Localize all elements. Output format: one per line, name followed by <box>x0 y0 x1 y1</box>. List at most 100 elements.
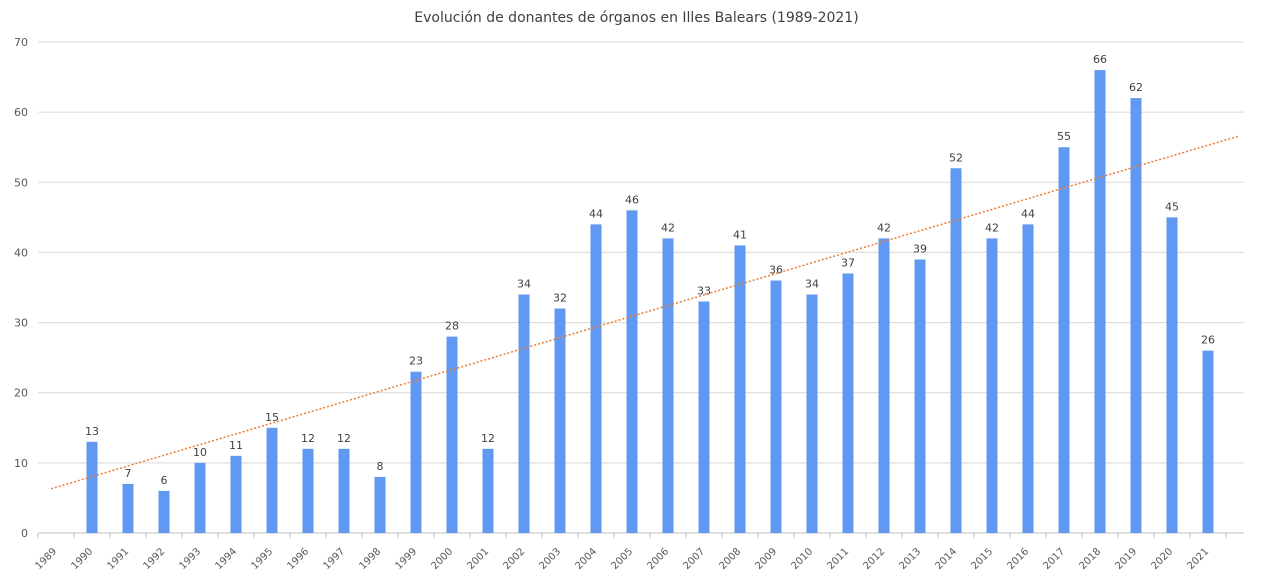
x-tick-label: 1992 <box>142 546 168 572</box>
x-tick-label: 2010 <box>790 546 816 572</box>
x-tick-label: 1999 <box>394 546 420 572</box>
data-label: 42 <box>985 221 999 234</box>
bar <box>662 238 674 533</box>
bar <box>554 308 566 533</box>
x-tick-label: 2015 <box>970 546 996 572</box>
y-tick-label: 50 <box>14 176 28 189</box>
x-tick-label: 2001 <box>466 546 492 572</box>
data-label: 55 <box>1057 130 1071 143</box>
bar <box>734 245 746 533</box>
bar <box>230 455 242 533</box>
x-tick-label: 2014 <box>934 546 960 572</box>
data-label: 8 <box>377 460 384 473</box>
data-label: 12 <box>337 432 351 445</box>
x-tick-label: 2009 <box>754 546 780 572</box>
bar <box>950 168 962 533</box>
x-tick-label: 1989 <box>34 546 60 572</box>
x-tick-label: 1997 <box>322 546 348 572</box>
bar <box>1202 350 1214 533</box>
data-label: 39 <box>913 242 927 255</box>
data-label: 11 <box>229 439 243 452</box>
data-label: 23 <box>409 355 423 368</box>
x-tick-label: 2005 <box>610 546 636 572</box>
bar <box>1094 70 1106 534</box>
bar <box>842 273 854 533</box>
bar <box>806 294 818 533</box>
bar <box>878 238 890 533</box>
bar <box>518 294 530 533</box>
data-label: 45 <box>1165 200 1179 213</box>
bar <box>122 483 134 533</box>
x-tick-label: 2006 <box>646 546 672 572</box>
bar <box>302 448 314 533</box>
y-tick-label: 40 <box>14 246 28 259</box>
data-label: 37 <box>841 256 855 269</box>
x-tick-label: 2003 <box>538 546 564 572</box>
x-tick-label: 1994 <box>214 546 240 572</box>
x-tick-label: 1990 <box>70 546 96 572</box>
data-label: 32 <box>553 292 567 305</box>
x-tick-label: 2012 <box>862 546 888 572</box>
x-tick-label: 2021 <box>1186 546 1212 572</box>
x-tick-label: 2000 <box>430 546 456 572</box>
data-label: 34 <box>517 278 531 291</box>
x-tick-label: 1996 <box>286 546 312 572</box>
bar <box>158 490 170 533</box>
x-tick-label: 2007 <box>682 546 708 572</box>
data-label: 13 <box>85 425 99 438</box>
data-label: 44 <box>589 207 603 220</box>
x-tick-label: 2011 <box>826 546 852 572</box>
bar <box>1058 147 1070 533</box>
data-label: 52 <box>949 151 963 164</box>
x-tick-label: 2002 <box>502 546 528 572</box>
data-label: 10 <box>193 446 207 459</box>
bar <box>482 448 494 533</box>
chart-title: Evolución de donantes de órganos en Ille… <box>414 10 859 26</box>
data-label: 46 <box>625 193 639 206</box>
bar <box>410 371 422 533</box>
data-label: 42 <box>661 221 675 234</box>
data-label: 34 <box>805 278 819 291</box>
bar <box>194 462 206 533</box>
bar <box>374 476 386 533</box>
data-label: 41 <box>733 228 747 241</box>
bar <box>446 336 458 533</box>
data-label: 12 <box>301 432 315 445</box>
data-label: 26 <box>1201 334 1215 347</box>
x-tick-label: 2018 <box>1078 546 1104 572</box>
data-label: 15 <box>265 411 279 424</box>
x-tick-label: 2020 <box>1150 546 1176 572</box>
y-tick-label: 10 <box>14 457 28 470</box>
x-tick-label: 2008 <box>718 546 744 572</box>
bar <box>266 427 278 533</box>
x-tick-label: 1998 <box>358 546 384 572</box>
y-tick-label: 60 <box>14 106 28 119</box>
data-label: 66 <box>1093 53 1107 66</box>
y-tick-label: 0 <box>21 527 28 540</box>
data-label: 42 <box>877 221 891 234</box>
data-label: 12 <box>481 432 495 445</box>
x-tick-label: 2019 <box>1114 546 1140 572</box>
bar <box>338 448 350 533</box>
x-tick-label: 1993 <box>178 546 204 572</box>
x-tick-label: 2004 <box>574 546 600 572</box>
x-tick-label: 1995 <box>250 546 276 572</box>
y-tick-label: 70 <box>14 36 28 49</box>
x-tick-label: 2017 <box>1042 546 1068 572</box>
data-label: 7 <box>125 467 132 480</box>
data-label: 6 <box>161 474 168 487</box>
bar <box>914 259 926 533</box>
y-tick-label: 30 <box>14 317 28 330</box>
bar <box>1130 98 1142 533</box>
bar <box>1166 217 1178 533</box>
x-tick-label: 1991 <box>106 546 132 572</box>
y-tick-label: 20 <box>14 387 28 400</box>
x-tick-label: 2016 <box>1006 546 1032 572</box>
bar <box>986 238 998 533</box>
bar <box>590 224 602 533</box>
bar <box>626 210 638 534</box>
x-tick-label: 2013 <box>898 546 924 572</box>
bar <box>698 301 710 533</box>
